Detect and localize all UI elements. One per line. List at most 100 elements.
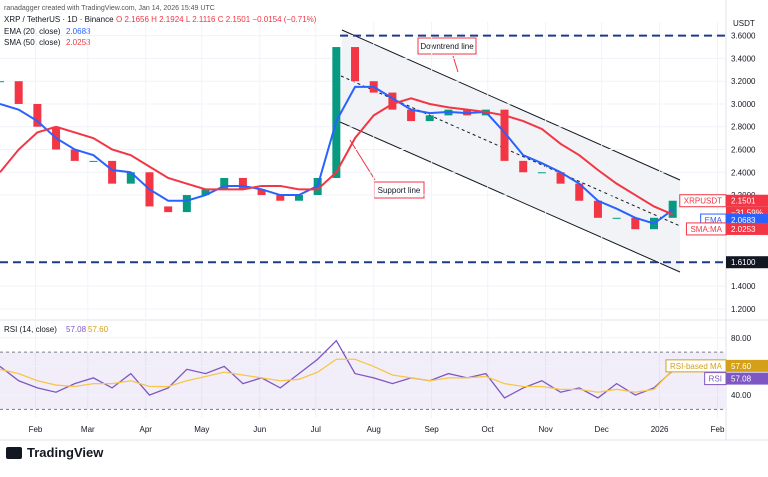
x-tick-label: May — [194, 425, 209, 434]
level-label-bg — [726, 256, 768, 269]
name-tag: RSI — [709, 375, 722, 384]
candle — [519, 160, 528, 173]
y-tick-label: 80.00 — [731, 334, 752, 343]
price-tag-bg — [726, 222, 768, 235]
annotation: Downtrend line — [420, 42, 474, 51]
candle — [668, 200, 677, 218]
candle — [612, 217, 621, 219]
candle — [70, 149, 79, 161]
price-tag: 57.60 — [731, 362, 752, 371]
name-tag: EMA — [705, 216, 723, 225]
candle — [164, 206, 173, 213]
candle — [593, 200, 602, 218]
x-tick-label: Aug — [367, 425, 381, 434]
price-tag: 2.1501 — [731, 197, 756, 206]
price-tag-bg — [726, 194, 768, 207]
credit: ranadagger created with TradingView.com,… — [4, 5, 215, 12]
name-tag-bg — [685, 222, 727, 236]
candle — [14, 81, 23, 104]
rsi-ma-legend-value: 57.60 — [88, 325, 109, 334]
candle — [556, 172, 565, 184]
candle — [126, 172, 135, 184]
annotation-box — [417, 37, 477, 55]
candle — [257, 189, 266, 196]
name-tag: SMA:MA — [690, 225, 722, 234]
y-tick-label: 2.4000 — [731, 168, 756, 177]
rsi-title: RSI (14, close) — [4, 325, 57, 334]
logo-icon — [6, 447, 22, 459]
candle — [388, 92, 397, 110]
candle — [182, 195, 191, 213]
ohlc: O 2.1656 H 2.1924 L 2.1116 C 2.1501 −0.0… — [116, 15, 317, 24]
series-line — [0, 85, 674, 225]
rsi-legend-value: 57.08 — [66, 325, 87, 334]
y-tick-label: 3.6000 — [731, 32, 756, 41]
y-tick-label: 2.6000 — [731, 146, 756, 155]
sma-legend-value: 2.0253 — [66, 38, 91, 47]
candle — [575, 183, 584, 201]
candle — [238, 177, 247, 190]
sma-legend: SMA (50, close) — [4, 38, 61, 47]
x-tick-label: 2026 — [651, 425, 669, 434]
y-tick-label: 3.4000 — [731, 54, 756, 63]
price-change: −31.59% — [731, 209, 763, 218]
x-tick-label: Sep — [425, 425, 440, 434]
x-tick-label: Jul — [311, 425, 321, 434]
candle — [108, 160, 117, 184]
rsi-band — [0, 352, 725, 410]
name-tag: XRPUSDT — [684, 197, 722, 206]
price-tag: 57.08 — [731, 375, 752, 384]
ema-legend-value: 2.0683 — [66, 27, 91, 36]
x-tick-label: Oct — [481, 425, 494, 434]
x-tick-label: Feb — [711, 425, 725, 434]
y-tick-label: 40.00 — [731, 391, 752, 400]
candle — [425, 115, 434, 122]
candle — [631, 217, 640, 230]
candle — [537, 172, 546, 174]
channel-upper — [341, 29, 681, 181]
y-tick-label: 1.2000 — [731, 305, 756, 314]
x-tick-label: Apr — [140, 425, 153, 434]
y-tick-label: 1.4000 — [731, 282, 756, 291]
name-tag-bg — [704, 372, 727, 386]
x-tick-label: Mar — [81, 425, 95, 434]
name-tag-bg — [679, 194, 727, 208]
price-tag-bg — [726, 359, 768, 372]
candle — [407, 109, 416, 122]
level-label: 1.6100 — [731, 258, 756, 267]
channel-lower — [339, 121, 681, 273]
candle — [276, 195, 285, 201]
candle — [33, 103, 42, 127]
ema-legend: EMA (20, close) — [4, 27, 61, 36]
annotation-arrow — [349, 139, 376, 181]
series-line — [0, 97, 674, 216]
annotation: Support line — [378, 186, 421, 195]
series-line — [0, 339, 674, 399]
candle — [294, 195, 303, 201]
y-tick-label: 2.8000 — [731, 123, 756, 132]
y-tick-label: 3.2000 — [731, 77, 756, 86]
x-tick-label: Jun — [253, 425, 266, 434]
price-tag-bg — [726, 372, 768, 385]
x-tick-label: Feb — [29, 425, 43, 434]
candle — [0, 81, 4, 83]
candle — [220, 177, 229, 190]
candle — [201, 189, 210, 196]
series-line — [0, 358, 674, 393]
price-tag: 2.0253 — [731, 225, 756, 234]
price-tag: 2.0683 — [731, 216, 756, 225]
candle — [332, 47, 341, 178]
y-tick-label: 3.0000 — [731, 100, 756, 109]
symbol: XRP / TetherUS · 1D · Binance — [4, 15, 114, 24]
logo: TradingView — [27, 445, 104, 460]
x-tick-label: Nov — [539, 425, 553, 434]
currency: USDT — [733, 19, 755, 28]
name-tag: RSI-based MA — [670, 362, 723, 371]
x-tick-label: Dec — [595, 425, 609, 434]
candle — [351, 47, 360, 82]
candle — [500, 109, 509, 161]
candle — [89, 160, 98, 162]
name-tag-bg — [665, 359, 727, 373]
